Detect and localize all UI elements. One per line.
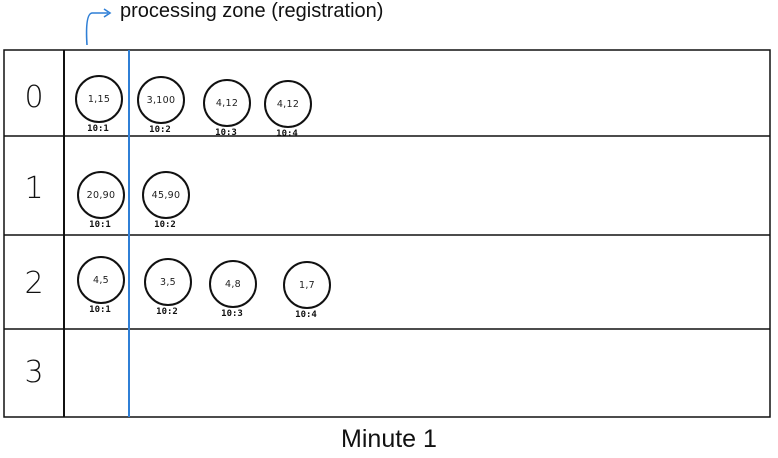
event-circle: 1,7 (283, 261, 331, 309)
event-circle: 20,90 (77, 171, 125, 219)
event-circle: 4,5 (77, 256, 125, 304)
event-time: 10:4 (276, 129, 298, 139)
event-value: 20,90 (86, 189, 116, 201)
row-label-3: 3 (24, 355, 44, 390)
processing-zone-label: processing zone (registration) (120, 0, 384, 22)
event-node: 4,12 10:3 (203, 79, 251, 138)
event-time: 10:1 (89, 305, 111, 315)
event-time: 10:2 (156, 307, 178, 317)
event-time: 10:1 (89, 220, 111, 230)
event-node: 1,7 10:4 (283, 261, 331, 320)
event-time: 10:2 (154, 220, 176, 230)
event-node: 45,90 10:2 (142, 171, 190, 230)
event-value: 3,5 (159, 276, 176, 288)
event-circle: 4,12 (264, 80, 312, 128)
row-label-2: 2 (24, 266, 44, 301)
event-circle: 1,15 (75, 75, 123, 123)
event-time: 10:3 (215, 128, 237, 138)
event-node: 3,5 10:2 (144, 258, 192, 317)
event-time: 10:4 (295, 310, 317, 320)
event-circle: 45,90 (142, 171, 190, 219)
event-node: 3,100 10:2 (137, 76, 185, 135)
event-value: 4,12 (276, 98, 300, 110)
event-value: 1,15 (87, 93, 111, 105)
event-node: 4,5 10:1 (77, 256, 125, 315)
annotation-arrow (85, 12, 108, 46)
event-node: 20,90 10:1 (77, 171, 125, 230)
arrowhead-icon (103, 8, 112, 18)
event-value: 4,8 (224, 278, 241, 290)
event-node: 1,15 10:1 (75, 75, 123, 134)
event-node: 4,8 10:3 (209, 260, 257, 319)
row-label-1: 1 (24, 171, 44, 206)
event-node: 4,12 10:4 (264, 80, 312, 139)
event-value: 3,100 (146, 94, 176, 106)
event-circle: 4,12 (203, 79, 251, 127)
event-value: 4,12 (215, 97, 239, 109)
event-time: 10:1 (87, 124, 109, 134)
event-time: 10:3 (221, 309, 243, 319)
event-time: 10:2 (149, 125, 171, 135)
event-circle: 3,100 (137, 76, 185, 124)
event-value: 45,90 (151, 189, 181, 201)
event-value: 1,7 (298, 279, 315, 291)
event-circle: 4,8 (209, 260, 257, 308)
event-circle: 3,5 (144, 258, 192, 306)
row-label-0: 0 (24, 80, 44, 115)
table-frame (3, 49, 771, 418)
event-value: 4,5 (92, 274, 109, 286)
diagram-caption: Minute 1 (341, 425, 437, 453)
